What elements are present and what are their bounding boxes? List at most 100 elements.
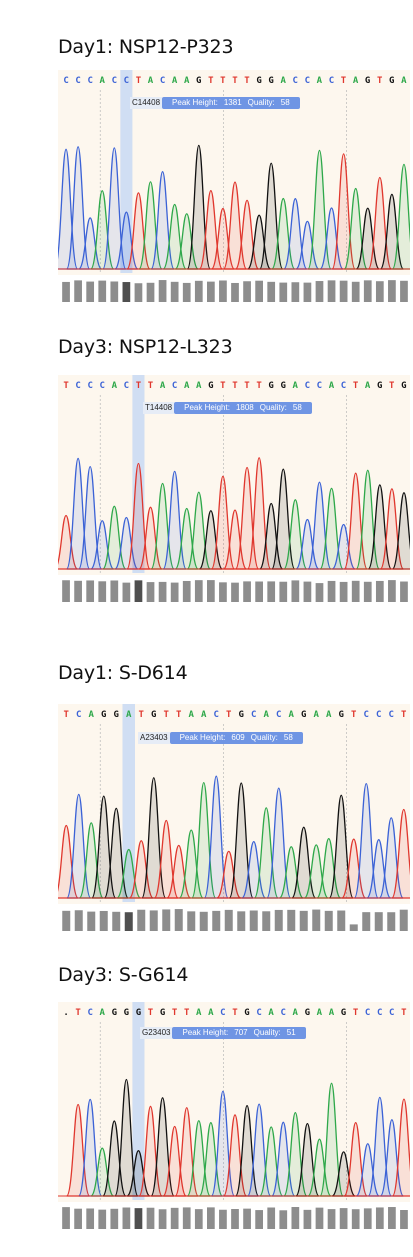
- base-letter: T: [183, 1008, 190, 1018]
- trace-peak: [78, 465, 103, 570]
- base-call-tooltip: G23403 Peak Height: 707 Quality: 51: [140, 1027, 306, 1039]
- chromatogram-view[interactable]: [58, 1002, 410, 1202]
- base-letter: C: [99, 381, 105, 391]
- trace-peak: [379, 193, 404, 270]
- base-letter: T: [63, 381, 69, 391]
- quality-bar: [267, 1207, 276, 1229]
- trace-peak: [162, 1125, 187, 1197]
- base-letter: A: [352, 76, 359, 86]
- base-letter: C: [213, 710, 219, 720]
- base-letter: C: [328, 76, 335, 86]
- highlight-column: [132, 375, 145, 573]
- base-letter: G: [111, 1008, 117, 1018]
- trace-peak: [103, 807, 129, 899]
- trace-peak: [90, 1147, 115, 1197]
- quality-bar: [351, 580, 360, 602]
- quality-bar: [86, 281, 95, 302]
- base-call-label: G23403: [140, 1027, 173, 1039]
- base-letter: G: [338, 710, 344, 720]
- quality-bar: [224, 909, 233, 931]
- trace-peak: [210, 475, 236, 570]
- base-letter: C: [376, 1008, 383, 1018]
- base-letter: T: [135, 381, 142, 391]
- base-letter: C: [123, 381, 130, 391]
- trace-peak: [114, 1078, 139, 1197]
- chromatogram-view[interactable]: [58, 375, 410, 575]
- base-letter: C: [63, 76, 69, 86]
- base-letter: T: [401, 1008, 407, 1018]
- base-letter: A: [88, 710, 94, 720]
- quality-bar: [122, 1207, 131, 1229]
- trace-peak: [331, 1151, 356, 1197]
- quality-bar: [146, 582, 155, 602]
- base-letter: T: [147, 381, 154, 391]
- trace-peak: [102, 1120, 127, 1197]
- base-letter: A: [268, 1008, 274, 1018]
- base-letter: A: [364, 381, 371, 391]
- quality-bar: [158, 280, 167, 302]
- base-letter: C: [304, 381, 310, 391]
- quality-bar: [86, 1208, 95, 1229]
- base-letter: A: [328, 381, 335, 391]
- quality-bar: [110, 580, 119, 602]
- quality-bar: [243, 281, 251, 302]
- quality-bar: [279, 1210, 288, 1229]
- base-letter: A: [183, 76, 190, 86]
- base-letter: T: [176, 710, 182, 720]
- trace-peak: [198, 1122, 223, 1197]
- peak-height-value: 707: [234, 1028, 248, 1037]
- base-letter: .: [63, 1008, 69, 1018]
- base-letter: G: [364, 76, 371, 86]
- trace-peak: [186, 144, 211, 270]
- quality-bar: [74, 910, 83, 931]
- quality-bar: [112, 911, 121, 931]
- quality-bar: [255, 1210, 263, 1229]
- trace-peak: [90, 520, 115, 570]
- quality-bar: [87, 911, 96, 931]
- trace-peak: [228, 782, 254, 899]
- quality-bar: [182, 282, 191, 302]
- peak-info-tag: Peak Height: 1381 Quality: 58: [162, 97, 300, 109]
- quality-bar: [363, 1208, 372, 1229]
- trace-peak: [128, 840, 154, 899]
- chromatogram-view[interactable]: [58, 70, 410, 275]
- base-letter: A: [292, 381, 298, 391]
- trace-peak: [295, 518, 320, 570]
- trace-peak: [198, 510, 223, 570]
- quality-bar: [312, 909, 321, 931]
- base-letter: T: [352, 1008, 359, 1018]
- base-letter: A: [159, 381, 166, 391]
- base-letter: C: [280, 1008, 286, 1018]
- trace-peak: [253, 807, 279, 899]
- base-letter: T: [75, 1008, 81, 1018]
- quality-bar: [62, 580, 70, 602]
- trace-peak: [114, 211, 139, 270]
- trace-peak: [259, 502, 284, 570]
- base-letter: T: [171, 1008, 178, 1018]
- quality-bar: [146, 282, 155, 302]
- base-letter: T: [232, 381, 238, 391]
- trace-peak: [58, 148, 79, 270]
- quality-bar: [399, 909, 408, 931]
- trace-peak: [126, 462, 151, 570]
- quality-bar: [99, 910, 108, 931]
- trace-peak: [210, 207, 236, 270]
- trace-peak: [78, 1098, 103, 1197]
- quality-bar: [349, 924, 358, 931]
- base-letter: G: [376, 381, 383, 391]
- quality-bar: [122, 582, 131, 602]
- base-letter: C: [388, 710, 394, 720]
- quality-value: 51: [286, 1028, 296, 1037]
- quality-bar: [315, 583, 324, 602]
- base-letter: T: [376, 76, 383, 86]
- quality-bar: [315, 281, 324, 302]
- quality-bars: [58, 1205, 410, 1231]
- quality-bar: [249, 910, 258, 931]
- trace-peak: [78, 217, 103, 270]
- quality-bar: [279, 581, 288, 602]
- base-letter: T: [163, 710, 169, 720]
- quality-bars: [58, 278, 410, 304]
- base-call-label: A23403: [138, 732, 170, 744]
- base-letter: A: [99, 76, 105, 86]
